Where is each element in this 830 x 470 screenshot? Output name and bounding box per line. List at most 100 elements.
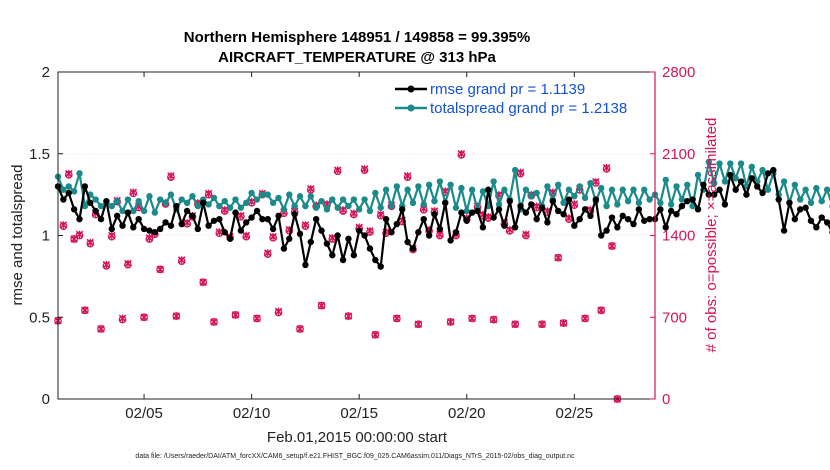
totalspread-point — [345, 202, 352, 210]
y2-axis-label: # of obs: o=possible; ×=assimilated — [703, 118, 720, 353]
rmse-point — [140, 225, 148, 233]
totalspread-point — [183, 199, 191, 206]
obs-assimilated-point — [350, 209, 358, 218]
obs-assimilated-point — [484, 213, 493, 221]
obs-assimilated-point — [167, 172, 175, 180]
rmse-point — [544, 219, 551, 226]
rmse-point — [641, 217, 648, 224]
rmse-point — [689, 196, 696, 203]
x-tick-label: 02/20 — [448, 405, 486, 422]
rmse-point — [565, 196, 573, 203]
totalspread-point — [431, 197, 438, 205]
ticks-layer: 02/05 02/10 02/15 02/20 02/25 0 0.5 1 1.5 2 0 700 14… — [29, 64, 695, 422]
totalspread-point — [630, 186, 637, 193]
rmse-point — [436, 225, 444, 233]
obs-assimilated-point — [296, 325, 304, 333]
rmse-point — [76, 215, 83, 223]
totalspread-point — [748, 163, 756, 171]
x-axis-label: Feb.01,2015 00:00:00 start — [267, 429, 448, 446]
rmse-point — [382, 215, 390, 223]
y-tick-label: 2 — [42, 64, 50, 81]
rmse-point — [511, 224, 519, 231]
totalspread-point — [710, 179, 718, 187]
rmse-point — [312, 215, 320, 223]
totalspread-point — [232, 196, 239, 203]
totalspread-point — [818, 197, 825, 205]
totalspread-point — [280, 206, 288, 213]
totalspread-point — [76, 170, 83, 177]
totalspread-point — [684, 181, 691, 189]
rmse-point — [452, 229, 460, 236]
rmse-point — [780, 227, 788, 234]
y2-tick-label: 0 — [662, 391, 670, 408]
rmse-point — [662, 224, 669, 231]
rmse-point — [420, 215, 427, 223]
rmse-point — [447, 237, 454, 244]
obs-assimilated-point — [81, 306, 89, 315]
y2-tick-label: 1400 — [662, 228, 695, 245]
rmse-point — [603, 227, 610, 234]
rmse-point — [646, 215, 653, 223]
obs-assimilated-point — [403, 172, 412, 180]
rmse-point — [232, 209, 239, 216]
totalspread-point — [205, 201, 212, 208]
totalspread-point — [452, 204, 460, 211]
obs-assimilated-point — [97, 325, 105, 333]
totalspread-point — [409, 199, 417, 206]
totalspread-point — [614, 201, 621, 208]
rmse-point — [770, 166, 777, 174]
rmse-point — [253, 207, 261, 215]
totalspread-point — [662, 176, 669, 184]
obs-assimilated-point — [231, 311, 240, 319]
rmse-point — [538, 204, 546, 211]
rmse-point — [764, 170, 772, 177]
rmse-point — [377, 263, 384, 270]
obs-assimilated-point — [446, 318, 455, 326]
y2-tick-label: 2800 — [662, 64, 695, 81]
totalspread-point — [312, 204, 320, 211]
totalspread-point — [705, 158, 712, 166]
obs-assimilated-point — [506, 225, 514, 234]
rmse-point — [743, 191, 750, 198]
rmse-point — [630, 220, 637, 228]
rmse-point — [533, 215, 540, 223]
rmse-point — [167, 222, 175, 229]
totalspread-point — [544, 183, 551, 190]
totalspread-point — [522, 186, 530, 193]
totalspread-point — [533, 189, 540, 197]
obs-assimilated-point — [414, 320, 423, 329]
obs-assimilated-point — [301, 221, 310, 229]
data-file-footnote: data file: /Users/raeder/DAI/ATM_forcXX/… — [135, 453, 575, 460]
legend-rmse-marker — [407, 85, 415, 93]
totalspread-point — [361, 196, 368, 203]
totalspread-point — [275, 194, 282, 202]
rmse-point — [146, 227, 153, 234]
totalspread-point — [65, 183, 72, 190]
rmse-point — [705, 191, 712, 198]
totalspread-point — [646, 196, 653, 203]
x-tick-label: 02/10 — [233, 405, 271, 422]
rmse-point — [775, 196, 782, 203]
rmse-point — [200, 199, 207, 206]
totalspread-point — [366, 207, 374, 215]
obs-assimilated-point — [376, 210, 385, 219]
x-tick-label: 02/05 — [125, 405, 163, 422]
obs-assimilated-point — [156, 265, 164, 274]
totalspread-point — [667, 201, 675, 208]
obs-assimilated-point — [210, 318, 218, 326]
totalspread-point — [135, 197, 142, 205]
totalspread-point — [81, 202, 89, 210]
rmse-point — [797, 206, 804, 213]
rmse-point — [113, 212, 121, 220]
y-tick-label: 0 — [42, 391, 50, 408]
obs-assimilated-point — [489, 315, 498, 324]
totalspread-point — [372, 189, 379, 197]
rmse-point — [608, 214, 616, 221]
totalspread-point — [350, 196, 358, 203]
rmse-point — [178, 220, 185, 228]
rmse-point — [291, 211, 298, 218]
totalspread-point — [388, 202, 395, 210]
rmse-point — [323, 240, 331, 247]
rmse-point — [791, 215, 799, 223]
